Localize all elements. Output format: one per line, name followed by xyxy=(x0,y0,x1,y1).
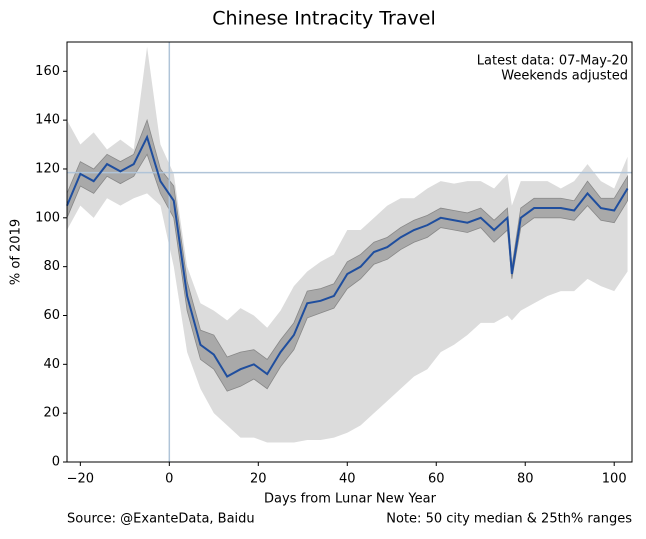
y-tick-label: 80 xyxy=(43,259,60,274)
y-tick-label: 40 xyxy=(43,357,60,372)
x-axis-label: Days from Lunar New Year xyxy=(264,492,437,507)
range-band xyxy=(67,46,628,443)
y-tick-label: 140 xyxy=(35,113,60,128)
y-tick-label: 120 xyxy=(35,161,60,176)
y-tick-label: 20 xyxy=(43,406,60,421)
x-tick-label: 40 xyxy=(339,472,356,487)
y-tick-label: 0 xyxy=(52,455,60,470)
x-tick-label: 20 xyxy=(250,472,267,487)
plot-frame xyxy=(66,41,633,463)
x-tick-label: 80 xyxy=(517,472,534,487)
note: Note: 50 city median & 25th% ranges xyxy=(386,512,632,527)
annotation: Latest data: 07-May-20 xyxy=(477,54,628,69)
x-tick-label: 0 xyxy=(165,472,173,487)
x-tick-label: 100 xyxy=(602,472,627,487)
y-tick-label: 100 xyxy=(35,210,60,225)
x-tick-label: −20 xyxy=(67,472,94,487)
y-axis-label: % of 2019 xyxy=(9,219,24,285)
source: Source: @ExanteData, Baidu xyxy=(67,512,255,527)
y-tick-label: 60 xyxy=(43,308,60,323)
median-line xyxy=(66,134,629,378)
y-tick-label: 160 xyxy=(35,64,60,79)
x-tick-label: 60 xyxy=(428,472,445,487)
chart-title: Chinese Intracity Travel xyxy=(212,8,435,30)
annotation: Weekends adjusted xyxy=(501,69,628,84)
